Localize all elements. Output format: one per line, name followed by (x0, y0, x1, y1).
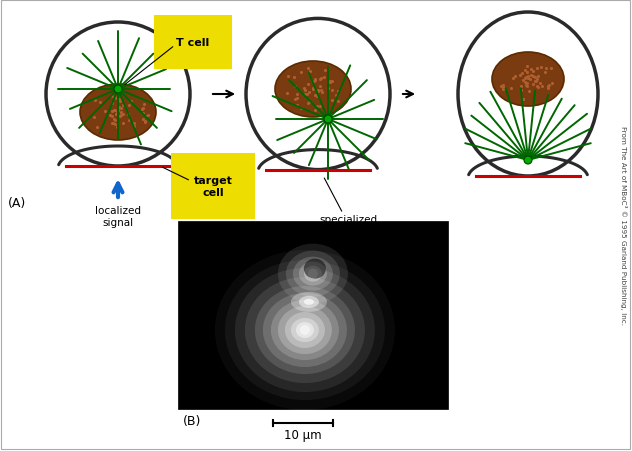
Circle shape (114, 86, 122, 94)
Text: localized
signal: localized signal (95, 206, 141, 227)
Ellipse shape (285, 313, 325, 348)
Ellipse shape (275, 62, 351, 118)
Ellipse shape (299, 262, 327, 286)
Circle shape (524, 156, 532, 165)
Ellipse shape (492, 53, 564, 107)
Circle shape (324, 116, 332, 124)
Ellipse shape (255, 286, 355, 374)
Text: target
cell: target cell (193, 176, 233, 198)
Ellipse shape (271, 300, 339, 360)
Text: 10 μm: 10 μm (284, 428, 322, 441)
Ellipse shape (278, 306, 332, 354)
Text: specialized
region of cortex: specialized region of cortex (307, 214, 389, 236)
Ellipse shape (304, 299, 314, 305)
Text: T cell: T cell (176, 38, 210, 48)
Ellipse shape (304, 259, 326, 279)
Text: (B): (B) (183, 414, 202, 427)
Text: (A): (A) (8, 197, 27, 210)
Ellipse shape (291, 292, 327, 312)
Ellipse shape (308, 269, 318, 279)
Ellipse shape (278, 244, 348, 304)
Bar (178, 221, 448, 409)
Ellipse shape (80, 85, 156, 141)
Ellipse shape (235, 268, 375, 392)
Ellipse shape (293, 257, 333, 291)
Ellipse shape (304, 266, 322, 282)
Ellipse shape (263, 294, 347, 367)
Ellipse shape (291, 318, 319, 342)
Ellipse shape (225, 261, 385, 400)
Ellipse shape (300, 325, 310, 335)
Ellipse shape (286, 251, 340, 297)
Ellipse shape (299, 296, 319, 308)
Ellipse shape (296, 322, 314, 338)
Text: From The Art of MBoC³ © 1995 Garland Publishing, Inc.: From The Art of MBoC³ © 1995 Garland Pub… (621, 126, 628, 325)
Ellipse shape (245, 277, 365, 383)
